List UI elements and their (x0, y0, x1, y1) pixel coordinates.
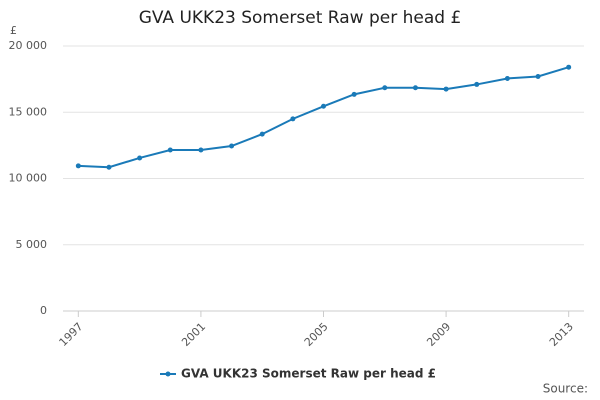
data-point (351, 91, 357, 97)
data-point (106, 164, 112, 170)
x-tick-label: 1997 (57, 320, 86, 349)
data-point (504, 75, 510, 81)
source: Source: (543, 382, 588, 396)
data-point (443, 86, 449, 92)
series-line (78, 66, 569, 169)
legend-marker (165, 371, 171, 377)
data-point (535, 73, 541, 79)
data-point (474, 81, 480, 87)
data-point (75, 163, 81, 169)
data-point (229, 143, 235, 149)
data-point (382, 85, 388, 91)
data-point (259, 131, 265, 137)
y-tick-label: 20 000 (9, 39, 48, 52)
chart-title: GVA UKK23 Somerset Raw per head £ (139, 8, 462, 28)
x-tick-label: 2013 (547, 320, 576, 349)
y-tick-label: 0 (40, 304, 47, 317)
x-tick-label: 2005 (302, 320, 331, 349)
y-tick-label: 10 000 (9, 172, 48, 185)
y-tick-label: 5 000 (16, 238, 48, 251)
data-point (566, 64, 572, 70)
data-point (137, 155, 143, 161)
x-tick-label: 2001 (179, 320, 208, 349)
data-point (198, 147, 204, 153)
data-point (290, 116, 296, 122)
x-tick-label: 2009 (424, 320, 453, 349)
y-axis-label: £ (10, 24, 17, 37)
data-point (412, 85, 418, 91)
legend-label: GVA UKK23 Somerset Raw per head £ (181, 367, 436, 381)
y-tick-label: 15 000 (9, 105, 48, 118)
data-point (321, 103, 326, 109)
data-point (167, 147, 173, 153)
